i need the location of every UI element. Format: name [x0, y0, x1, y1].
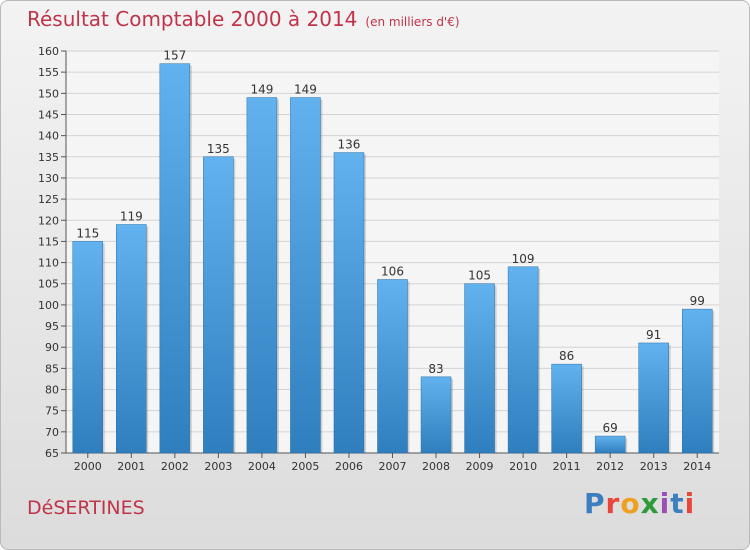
logo-letter: i [659, 487, 671, 520]
y-tick-label: 100 [38, 299, 59, 312]
x-tick-label: 2005 [291, 460, 319, 473]
x-tick-label: 2012 [596, 460, 624, 473]
commune-name: DéSERTINES [27, 497, 145, 519]
bar-value-label: 135 [207, 142, 230, 156]
title-text: Résultat Comptable 2000 à 2014 [27, 7, 358, 31]
x-tick-label: 2006 [335, 460, 363, 473]
y-tick-label: 120 [38, 214, 59, 227]
y-tick-label: 130 [38, 172, 59, 185]
x-tick-label: 2014 [683, 460, 711, 473]
x-tick-label: 2013 [640, 460, 668, 473]
bar [159, 63, 191, 454]
bar [203, 156, 234, 454]
proxiti-logo: Proxiti [584, 487, 695, 520]
logo-letter: x [640, 487, 660, 520]
chart-title: Résultat Comptable 2000 à 2014 (en millie… [27, 7, 460, 31]
bar-value-label: 69 [603, 421, 618, 435]
y-tick-label: 70 [45, 426, 59, 439]
logo-letter: i [684, 487, 696, 520]
y-tick-label: 110 [38, 257, 59, 270]
bar-value-label: 106 [381, 265, 404, 279]
bar [246, 97, 278, 454]
y-tick-label: 95 [45, 320, 59, 333]
bar-value-label: 91 [646, 328, 661, 342]
bar [594, 435, 626, 454]
y-tick-label: 65 [45, 447, 59, 460]
x-tick-label: 2011 [553, 460, 581, 473]
y-tick-label: 145 [38, 108, 59, 121]
bar-value-label: 119 [120, 209, 143, 223]
y-tick-label: 160 [38, 45, 59, 58]
bar [681, 308, 713, 454]
x-tick-label: 2007 [379, 460, 407, 473]
y-tick-label: 135 [38, 151, 59, 164]
x-tick-label: 2004 [248, 460, 276, 473]
bar-value-label: 109 [512, 252, 535, 266]
logo-letter: t [670, 487, 685, 520]
y-tick-label: 105 [38, 278, 59, 291]
x-tick-label: 2008 [422, 460, 450, 473]
bar-value-label: 115 [76, 226, 99, 240]
y-tick-label: 155 [38, 66, 59, 79]
bar-value-label: 136 [338, 138, 361, 152]
bar-value-label: 99 [690, 294, 705, 308]
bar [420, 376, 452, 454]
logo-letter: P [584, 487, 606, 520]
bar [507, 266, 539, 454]
unit-label: (en milliers d'€) [365, 15, 460, 29]
y-tick-label: 125 [38, 193, 59, 206]
logo-letter: o [620, 487, 641, 520]
y-tick-label: 90 [45, 341, 59, 354]
bar [464, 283, 495, 454]
bar [638, 342, 669, 454]
bar [333, 152, 365, 454]
x-tick-label: 2010 [509, 460, 537, 473]
x-tick-label: 2001 [117, 460, 145, 473]
bar [72, 241, 104, 454]
x-tick-label: 2002 [161, 460, 189, 473]
bar-value-label: 105 [468, 269, 491, 283]
bar-value-label: 86 [559, 349, 574, 363]
x-tick-label: 2003 [204, 460, 232, 473]
y-tick-label: 85 [45, 362, 59, 375]
bar-value-label: 149 [250, 83, 273, 97]
y-tick-label: 115 [38, 235, 59, 248]
y-tick-label: 75 [45, 405, 59, 418]
bar-value-label: 149 [294, 83, 317, 97]
x-tick-label: 2000 [74, 460, 102, 473]
bar [290, 97, 321, 454]
bar [116, 224, 147, 454]
y-tick-label: 150 [38, 87, 59, 100]
logo-letter: r [605, 487, 621, 520]
bar-value-label: 83 [428, 362, 443, 376]
bar-value-label: 157 [163, 49, 186, 63]
y-tick-label: 140 [38, 130, 59, 143]
y-tick-label: 80 [45, 384, 59, 397]
x-tick-label: 2009 [466, 460, 494, 473]
bar [377, 279, 408, 454]
bar [551, 363, 582, 454]
